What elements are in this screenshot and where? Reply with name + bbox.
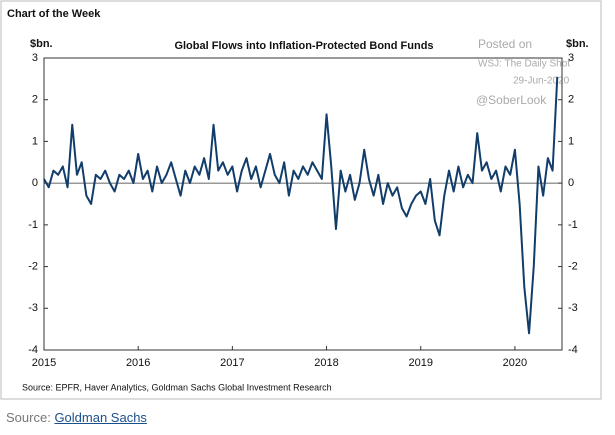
- x-tick-label: 2016: [126, 357, 150, 369]
- y-tick-label: -3: [28, 302, 38, 314]
- y-tick-label: -2: [28, 260, 38, 272]
- y-tick-label: -1: [28, 219, 38, 231]
- y2-tick-label: -1: [568, 219, 578, 231]
- y2-tick-label: -3: [568, 302, 578, 314]
- y2-axis-label: $bn.: [566, 38, 589, 50]
- annotation: @SoberLook: [476, 93, 547, 107]
- y-tick-label: -4: [28, 344, 38, 356]
- y2-tick-label: 3: [568, 52, 574, 64]
- annotation: 29-Jun-2020: [513, 76, 570, 87]
- header: Chart of the Week: [7, 8, 101, 20]
- y-tick-label: 3: [32, 52, 38, 64]
- x-tick-label: 2019: [408, 357, 432, 369]
- x-tick-label: 2015: [32, 357, 56, 369]
- source-note: Source: EPFR, Haver Analytics, Goldman S…: [22, 382, 332, 392]
- y2-tick-label: 1: [568, 135, 574, 147]
- y-tick-label: 1: [32, 135, 38, 147]
- y2-tick-label: 2: [568, 94, 574, 106]
- chart: Chart of the Week Global Flows into Infl…: [0, 0, 602, 400]
- y2-tick-label: -2: [568, 260, 578, 272]
- y2-tick-label: 0: [568, 177, 574, 189]
- annotation: WSJ: The Daily Shot: [478, 59, 570, 70]
- x-tick-label: 2020: [503, 357, 527, 369]
- plot-area: [43, 57, 563, 351]
- x-tick-label: 2017: [220, 357, 244, 369]
- y2-tick-label: -4: [568, 344, 578, 356]
- x-tick-label: 2018: [314, 357, 338, 369]
- y-tick-label: 0: [32, 177, 38, 189]
- y-tick-label: 2: [32, 94, 38, 106]
- footer-prefix: Source:: [6, 410, 51, 425]
- source-link[interactable]: Goldman Sachs: [54, 410, 147, 425]
- line-series: [43, 76, 559, 335]
- frame: [0, 0, 602, 400]
- annotation: Posted on: [478, 37, 532, 51]
- chart-title: Global Flows into Inflation-Protected Bo…: [174, 40, 433, 52]
- y-axis-label: $bn.: [30, 38, 53, 50]
- footer: Source: Goldman Sachs: [6, 410, 147, 425]
